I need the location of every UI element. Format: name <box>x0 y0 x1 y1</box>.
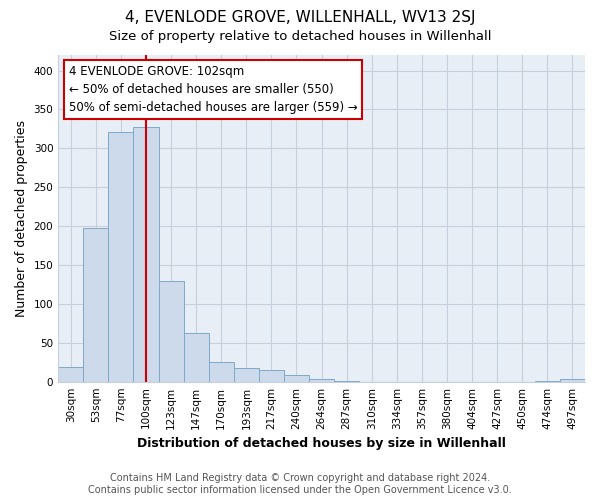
Text: 4, EVENLODE GROVE, WILLENHALL, WV13 2SJ: 4, EVENLODE GROVE, WILLENHALL, WV13 2SJ <box>125 10 475 25</box>
Bar <box>309 380 334 382</box>
X-axis label: Distribution of detached houses by size in Willenhall: Distribution of detached houses by size … <box>137 437 506 450</box>
Text: Contains HM Land Registry data © Crown copyright and database right 2024.
Contai: Contains HM Land Registry data © Crown c… <box>88 474 512 495</box>
Bar <box>535 381 560 382</box>
Bar <box>234 368 259 382</box>
Bar <box>184 334 209 382</box>
Text: 4 EVENLODE GROVE: 102sqm
← 50% of detached houses are smaller (550)
50% of semi-: 4 EVENLODE GROVE: 102sqm ← 50% of detach… <box>69 65 358 114</box>
Bar <box>209 362 234 382</box>
Y-axis label: Number of detached properties: Number of detached properties <box>15 120 28 317</box>
Bar <box>284 376 309 382</box>
Bar <box>83 228 109 382</box>
Bar <box>334 381 359 382</box>
Bar <box>58 367 83 382</box>
Bar <box>133 126 158 382</box>
Bar <box>109 132 133 382</box>
Bar <box>560 380 585 382</box>
Text: Size of property relative to detached houses in Willenhall: Size of property relative to detached ho… <box>109 30 491 43</box>
Bar <box>158 280 184 382</box>
Bar <box>259 370 284 382</box>
